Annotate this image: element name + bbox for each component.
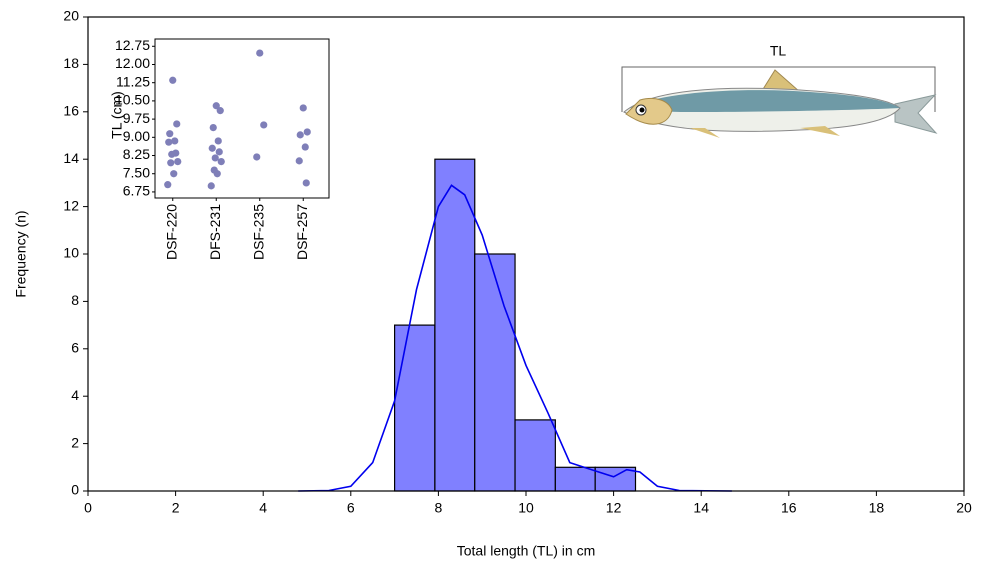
strip-point [211, 154, 219, 162]
bar [554, 466, 596, 492]
x-tick-label: 12 [606, 500, 622, 516]
strip-point [208, 144, 216, 152]
bar [434, 158, 476, 492]
strip-point [169, 76, 177, 84]
y-tick-label: 8.25 [123, 146, 150, 162]
y-tick-label: 7.50 [123, 164, 150, 180]
fish-illustration [621, 66, 938, 138]
strip-point [209, 124, 217, 132]
inset-frame [154, 38, 330, 199]
y-axis-label: TL (cm) [109, 91, 125, 139]
x-tick-label: 0 [84, 500, 92, 516]
strip-point [303, 128, 311, 136]
strip-point [302, 179, 310, 187]
strip-point [260, 121, 268, 129]
y-tick-label: 8 [71, 292, 79, 308]
x-tick-label: DSF-257 [294, 204, 310, 260]
x-tick-label: 18 [869, 500, 885, 516]
x-tick-label: 20 [956, 500, 972, 516]
strip-point [170, 170, 178, 178]
strip-point [213, 170, 221, 178]
strip-point [217, 157, 225, 166]
x-tick-label: 16 [781, 500, 797, 516]
bar [394, 324, 436, 492]
strip-point [207, 182, 215, 190]
bar [514, 419, 556, 492]
strip-point [212, 102, 220, 110]
strip-point [171, 137, 179, 145]
y-tick-label: 12 [63, 197, 79, 213]
strip-point [164, 181, 172, 189]
strip-point [214, 137, 222, 145]
y-tick-label: 18 [63, 55, 79, 71]
y-tick-label: 6 [71, 340, 79, 356]
y-tick-label: 12.00 [115, 55, 150, 71]
strip-point [168, 150, 176, 158]
y-tick-label: 9.00 [123, 128, 150, 144]
y-tick-label: 2 [71, 434, 79, 450]
kde-line [298, 184, 732, 492]
strip-point [166, 130, 174, 138]
strip-point [165, 138, 173, 146]
x-axis-label: Total length (TL) in cm [457, 543, 596, 559]
annotation: TL [770, 43, 787, 59]
y-tick-label: 6.75 [123, 183, 150, 199]
y-tick-label: 20 [63, 8, 79, 24]
y-tick-label: 4 [71, 387, 79, 403]
x-tick-label: 2 [172, 500, 180, 516]
strip-point [295, 157, 303, 165]
x-tick-label: DSF-235 [250, 204, 266, 260]
x-tick-label: 6 [347, 500, 355, 516]
strip-point [253, 153, 261, 161]
y-tick-label: 12.75 [115, 37, 150, 53]
y-tick-label: 11.25 [116, 73, 150, 89]
strip-point [256, 49, 264, 57]
x-tick-label: 10 [518, 500, 534, 516]
y-tick-label: 10 [63, 245, 79, 261]
y-tick-label: 16 [63, 103, 79, 119]
x-tick-label: 14 [693, 500, 709, 516]
strip-point [215, 148, 223, 156]
strip-point [301, 143, 309, 151]
bar [474, 253, 516, 492]
strip-point [167, 159, 175, 167]
strip-point [296, 131, 304, 139]
y-tick-label: 14 [63, 150, 79, 166]
x-tick-label: 8 [435, 500, 443, 516]
y-axis-label: Frequency (n) [13, 210, 29, 297]
x-tick-label: DFS-231 [207, 204, 223, 260]
y-tick-label: 10.50 [115, 92, 150, 108]
strip-point [216, 107, 224, 115]
strip-point [174, 157, 182, 166]
x-tick-label: DSF-220 [163, 204, 179, 260]
strip-point [299, 104, 307, 112]
y-tick-label: 0 [71, 482, 79, 498]
x-tick-label: 4 [259, 500, 267, 516]
strip-point [173, 120, 181, 128]
y-tick-label: 9.75 [123, 110, 150, 126]
